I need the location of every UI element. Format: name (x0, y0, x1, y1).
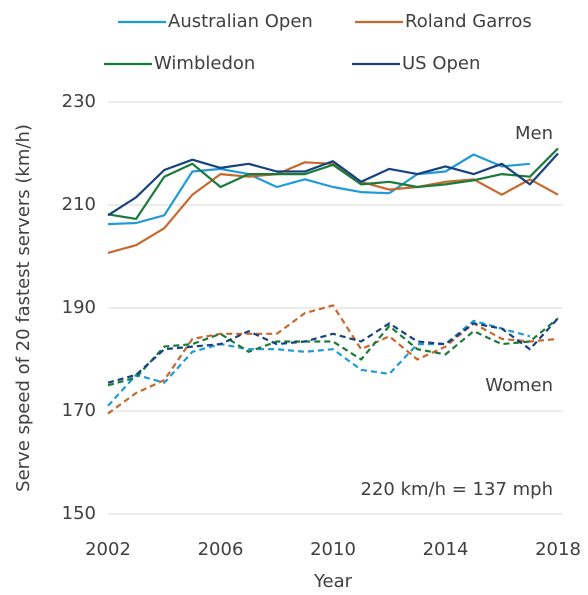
y-tick-label: 210 (62, 194, 96, 215)
line-women (107, 304, 559, 415)
annotation: 220 km/h = 137 mph (361, 479, 553, 500)
x-tick-label: 2010 (310, 539, 356, 560)
y-axis-label: Serve speed of 20 fastest servers (km/h) (13, 124, 34, 492)
annotation: Men (515, 123, 553, 144)
x-tick-label: 2006 (198, 539, 244, 560)
x-tick-label: 2018 (535, 539, 581, 560)
y-tick-label: 230 (62, 91, 96, 112)
legend-label: Australian Open (168, 11, 313, 32)
line-women (107, 317, 559, 384)
x-tick-label: 2014 (423, 539, 469, 560)
line-men (107, 152, 559, 217)
x-tick-label: 2002 (85, 539, 131, 560)
annotation: Women (485, 375, 553, 396)
y-tick-label: 190 (62, 297, 96, 318)
legend-label: Roland Garros (405, 11, 532, 32)
y-tick-label: 150 (62, 503, 96, 524)
y-tick-label: 170 (62, 400, 96, 421)
x-axis-label: Year (313, 571, 353, 592)
line-men (107, 153, 531, 226)
line-men (107, 147, 559, 220)
line-women (107, 319, 531, 407)
legend-label: US Open (402, 53, 480, 74)
legend-label: Wimbledon (154, 53, 255, 74)
